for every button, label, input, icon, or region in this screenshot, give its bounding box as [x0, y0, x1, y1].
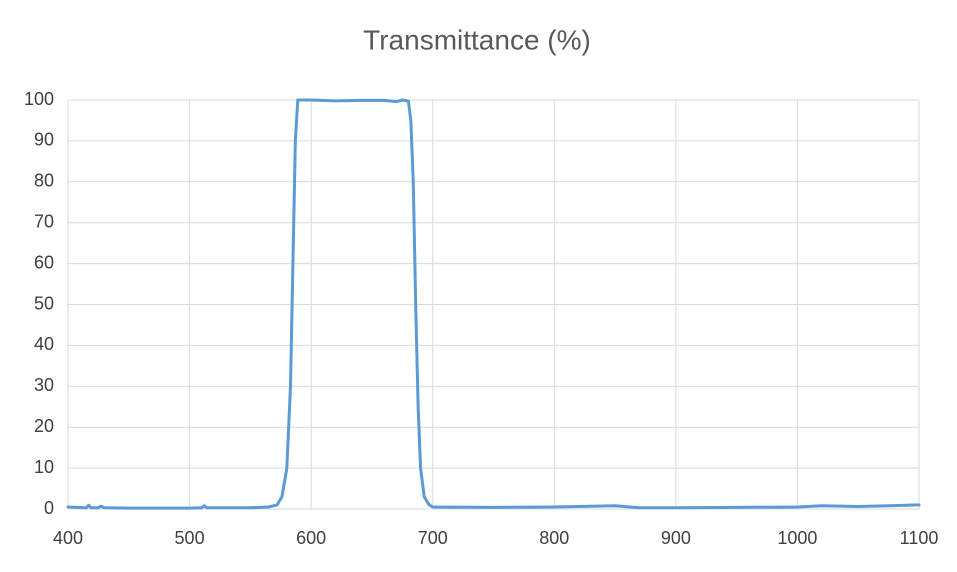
chart-title: Transmittance (%)	[363, 24, 591, 55]
x-tick-label: 500	[175, 528, 205, 548]
x-tick-label: 700	[418, 528, 448, 548]
y-tick-label: 100	[24, 89, 54, 109]
y-tick-label: 0	[44, 498, 54, 518]
y-tick-label: 70	[34, 211, 54, 231]
data-line	[66, 98, 921, 510]
y-tick-label: 40	[34, 334, 54, 354]
y-tick-label: 10	[34, 457, 54, 477]
y-tick-label: 80	[34, 171, 54, 191]
x-tick-label: 600	[296, 528, 326, 548]
y-tick-label: 60	[34, 252, 54, 272]
y-tick-label: 90	[34, 130, 54, 150]
x-tick-label: 900	[661, 528, 691, 548]
y-tick-label: 50	[34, 293, 54, 313]
x-tick-label: 400	[53, 528, 83, 548]
y-tick-label: 30	[34, 375, 54, 395]
x-tick-label: 1000	[777, 528, 817, 548]
y-tick-label: 20	[34, 416, 54, 436]
x-tick-label: 1100	[900, 528, 939, 548]
x-tick-label: 800	[539, 528, 569, 548]
